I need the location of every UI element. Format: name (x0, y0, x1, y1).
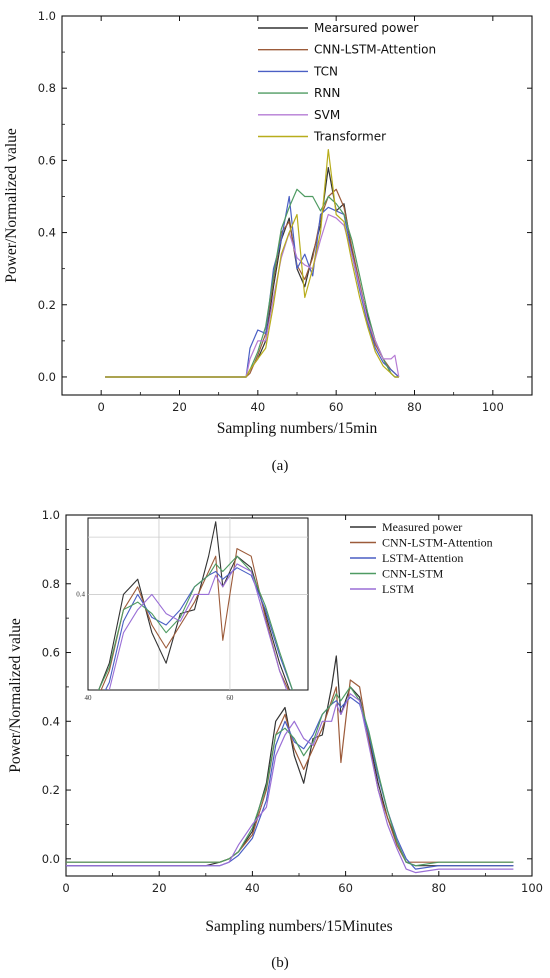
plot-frame (61, 15, 533, 396)
y-tick-label: 0.2 (38, 298, 56, 312)
series-line-transformer (105, 149, 399, 378)
inset-series-line (108, 563, 288, 690)
y-tick-label: 1.0 (42, 508, 60, 522)
legend-label: CNN-LSTM (382, 567, 444, 581)
legend-label: SVM (314, 108, 340, 122)
y-tick-label: 0.4 (38, 226, 56, 240)
inset-zoom: 40 60 0.4 (76, 517, 309, 702)
legend: Mearsured power CNN-LSTM-Attention TCN RNN S… (258, 21, 436, 144)
y-tick-label: 0.8 (42, 577, 60, 591)
y-tick-label: 0.2 (42, 783, 60, 797)
y-tick-label: 0.0 (42, 852, 60, 866)
x-axis-title: Sampling numbers/15min (217, 420, 378, 437)
legend-label: CNN-LSTM-Attention (314, 43, 436, 57)
series-line-lstm (66, 693, 514, 874)
series-line-rnn (105, 188, 399, 378)
legend: Measured power CNN-LSTM-AttentionLSTM-Att… (350, 520, 493, 596)
series-line-cnn-lstm (66, 686, 514, 867)
inset-y-tick-label: 0.4 (76, 590, 85, 598)
x-tick-label: 0 (62, 881, 69, 895)
x-tick-label: 20 (172, 400, 187, 414)
inset-series-line (98, 521, 291, 690)
legend-label: Transformer (313, 130, 386, 144)
legend-label: CNN-LSTM-Attention (382, 536, 493, 550)
legend-label: TCN (313, 64, 338, 78)
legend-label: LSTM-Attention (382, 551, 463, 565)
legend-label: LSTM (382, 582, 414, 596)
panel-label: (a) (272, 458, 289, 474)
y-axis-title: Power/Normalized value (7, 618, 24, 773)
x-tick-label: 40 (251, 400, 266, 414)
series-line-lstm-attention (66, 696, 514, 870)
x-tick-label: 80 (407, 400, 422, 414)
y-tick-label: 0.6 (42, 646, 60, 660)
series-line-cnn-lstm-attention (66, 679, 514, 863)
series-line-cnn-lstm-attention (105, 188, 400, 378)
x-tick-label: 100 (521, 881, 543, 895)
x-tick-label: 40 (245, 881, 260, 895)
legend-label: RNN (314, 86, 340, 100)
inset-x-tick-label: 40 (85, 694, 93, 702)
y-tick-label: 0.0 (38, 370, 56, 384)
series-line-svm (105, 213, 400, 378)
x-tick-label: 80 (431, 881, 446, 895)
series-line-tcn (105, 195, 400, 378)
x-tick-label: 20 (152, 881, 167, 895)
x-axis-title: Sampling numbers/15Minutes (205, 918, 392, 935)
inset-series-line (98, 555, 294, 690)
y-tick-label: 0.8 (38, 81, 56, 95)
y-tick-label: 0.6 (38, 153, 56, 167)
inset-frame (87, 517, 309, 691)
x-tick-label: 60 (329, 400, 344, 414)
x-tick-label: 60 (338, 881, 353, 895)
y-tick-label: 0.4 (42, 714, 60, 728)
y-axis-title: Power/Normalized value (3, 128, 20, 283)
x-tick-label: 0 (98, 400, 105, 414)
inset-series-group (98, 521, 294, 690)
inset-series-line (100, 548, 290, 690)
chart-panel-a: 0 20 40 60 80 100 0.0 0.2 0.4 0.6 0.8 1.0 Mearsured … (3, 9, 533, 474)
chart-panel-b: 0 20 40 60 80 100 0.0 0.2 0.4 0.6 0.8 1.0 40 60 0.4 Mea… (7, 508, 543, 971)
legend-label: Measured power (382, 520, 462, 534)
y-tick-label: 1.0 (38, 9, 56, 23)
inset-x-tick-label: 60 (226, 694, 234, 702)
panel-label: (b) (271, 955, 289, 971)
legend-label: Mearsured power (314, 21, 419, 35)
x-tick-label: 100 (482, 400, 504, 414)
